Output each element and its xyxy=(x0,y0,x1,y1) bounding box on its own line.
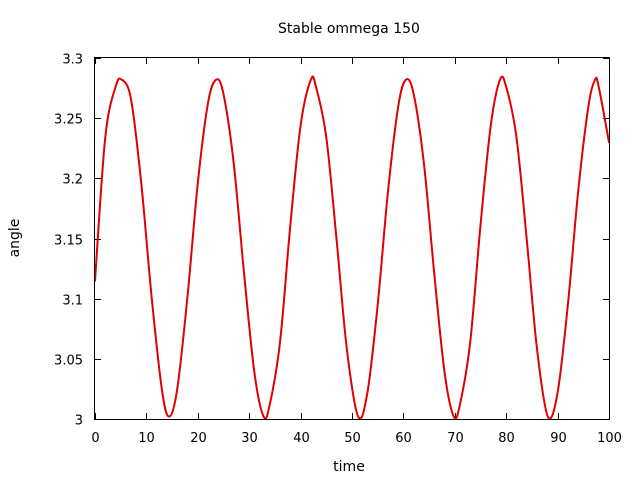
x-tick-label: 80 xyxy=(498,431,515,446)
y-tick-label: 3.15 xyxy=(54,234,83,249)
x-tick-label: 70 xyxy=(447,431,464,446)
x-tick-label: 40 xyxy=(293,431,310,446)
y-tick-label: 3.3 xyxy=(62,53,83,68)
y-tick-label: 3.2 xyxy=(62,173,83,188)
x-tick-label: 30 xyxy=(241,431,258,446)
x-tick-label: 20 xyxy=(190,431,207,446)
series-line xyxy=(94,75,610,420)
x-tick-label: 50 xyxy=(344,431,361,446)
y-tick-label: 3.25 xyxy=(54,113,83,128)
x-tick-label: 10 xyxy=(138,431,155,446)
y-tick-label: 3.1 xyxy=(62,294,83,309)
x-axis-label: time xyxy=(333,459,365,475)
x-tick-label: 0 xyxy=(91,431,99,446)
plot-area xyxy=(94,75,610,420)
chart-title: Stable ommega 150 xyxy=(278,21,420,37)
y-tick-label: 3.05 xyxy=(54,354,83,369)
plot-frame xyxy=(94,57,610,420)
y-axis-label: angle xyxy=(7,219,23,258)
x-tick-label: 100 xyxy=(597,431,622,446)
x-tick-label: 60 xyxy=(395,431,412,446)
y-axis: 3 3.05 3.1 3.15 3.2 3.25 3.3 xyxy=(54,53,609,429)
x-tick-label: 90 xyxy=(550,431,567,446)
x-axis: 0 10 20 30 40 50 60 70 80 90 100 xyxy=(91,58,622,446)
y-tick-label: 3 xyxy=(75,414,83,429)
